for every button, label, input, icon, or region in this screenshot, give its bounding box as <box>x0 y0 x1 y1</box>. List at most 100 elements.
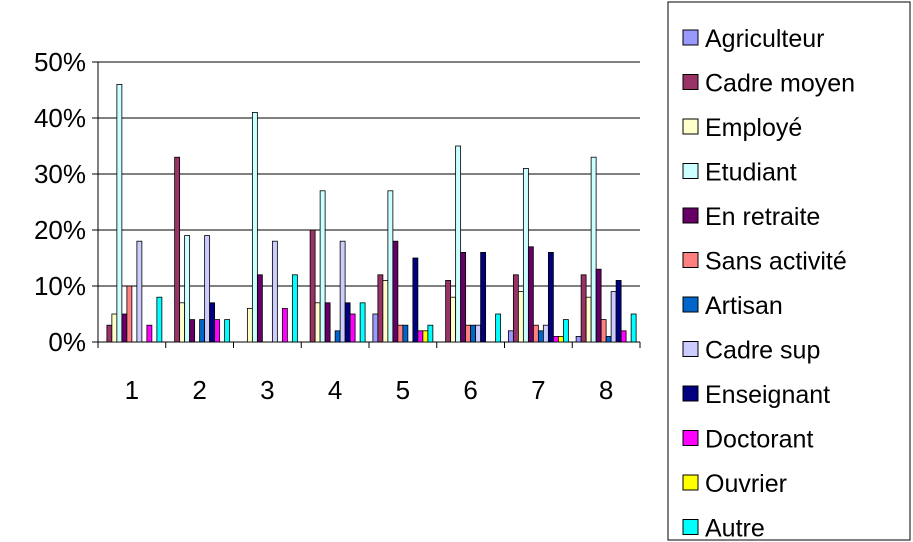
y-tick-label: 0% <box>48 327 86 357</box>
bar <box>251 112 258 343</box>
bar <box>605 335 612 343</box>
bar <box>344 302 351 343</box>
legend-swatch <box>682 341 699 357</box>
bar <box>271 240 278 343</box>
legend-label: En retraite <box>705 203 820 231</box>
bar <box>427 324 434 343</box>
legend-label: Doctorant <box>705 426 813 454</box>
bar <box>595 268 602 343</box>
y-tick-label: 30% <box>34 159 86 189</box>
bar <box>475 324 482 343</box>
legend-swatch <box>682 118 699 135</box>
legend-label: Cadre moyen <box>705 70 855 98</box>
y-tick-label: 20% <box>34 215 86 245</box>
bar <box>179 302 186 343</box>
y-tick-label: 10% <box>34 271 86 301</box>
legend-swatch <box>682 430 699 446</box>
bar <box>291 274 298 343</box>
bar <box>246 307 253 343</box>
bar <box>495 313 502 343</box>
legend-label: Artisan <box>705 292 783 320</box>
x-tick-label: 4 <box>328 375 342 405</box>
y-axis: 0% 10% 20% 30% 40% 50% <box>34 47 99 357</box>
x-tick-label: 1 <box>125 375 139 405</box>
bar <box>156 296 163 343</box>
bar <box>610 291 617 343</box>
bar <box>575 335 582 343</box>
bar <box>224 319 231 343</box>
bar <box>552 335 559 343</box>
legend-label: Cadre sup <box>705 337 820 365</box>
bar <box>199 319 206 343</box>
legend-label: Autre <box>705 515 765 542</box>
x-tick-label: 8 <box>599 375 613 405</box>
legend-swatch <box>682 252 699 268</box>
legend-swatch <box>682 474 699 491</box>
x-tick-label: 7 <box>531 375 545 405</box>
bar <box>126 285 133 343</box>
bar <box>349 313 356 343</box>
bar <box>397 324 404 343</box>
bar <box>111 313 118 343</box>
legend-label: Sans activité <box>705 248 847 276</box>
bar <box>522 167 529 343</box>
x-tick-label: 2 <box>192 375 206 405</box>
bar <box>339 240 346 343</box>
legend-label: Employé <box>705 114 802 142</box>
legend-label: Agriculteur <box>705 25 825 53</box>
bar <box>537 330 544 343</box>
bar <box>585 296 592 343</box>
bar <box>309 229 316 343</box>
bar <box>174 156 181 343</box>
bar <box>517 291 524 343</box>
bar <box>480 251 487 343</box>
legend-swatch <box>682 163 699 179</box>
y-tick-label: 50% <box>34 47 86 77</box>
x-tick-label: 5 <box>396 375 410 405</box>
bar <box>334 330 341 343</box>
bar <box>324 302 331 343</box>
bar <box>377 274 384 343</box>
bar <box>359 302 366 343</box>
bar <box>106 324 113 343</box>
bar <box>455 145 462 343</box>
legend-label: Ouvrier <box>705 470 787 498</box>
bar <box>417 330 424 343</box>
bar <box>319 190 326 343</box>
legend-swatch <box>682 29 699 46</box>
bar <box>116 84 123 343</box>
bar <box>542 324 549 343</box>
bar <box>387 190 394 343</box>
bar <box>184 235 191 343</box>
bar <box>450 296 457 343</box>
bar <box>136 240 143 343</box>
bar <box>392 240 399 343</box>
bar <box>146 324 153 343</box>
bar <box>412 257 419 343</box>
x-axis: 1 2 3 4 5 6 7 8 <box>97 341 641 405</box>
bar <box>620 330 627 343</box>
bar <box>422 330 429 343</box>
legend-swatch <box>682 385 699 402</box>
bar <box>512 274 519 343</box>
legend: Agriculteur Cadre moyen Employé Etudiant En … <box>667 1 911 542</box>
legend-label: Etudiant <box>705 159 797 187</box>
legend-label: Enseignant <box>705 381 830 409</box>
bar <box>314 302 321 343</box>
legend-swatch <box>682 74 699 90</box>
bars <box>106 84 637 343</box>
bar <box>256 274 263 343</box>
bar <box>562 319 569 343</box>
bar <box>204 235 211 343</box>
bar <box>527 246 534 343</box>
bar <box>402 324 409 343</box>
bar <box>532 324 539 343</box>
bar <box>372 313 379 343</box>
legend-box <box>667 1 911 541</box>
legend-swatch <box>682 296 699 313</box>
bar <box>209 302 216 343</box>
legend-swatch <box>682 519 699 535</box>
bar <box>445 279 452 343</box>
bar <box>580 274 587 343</box>
